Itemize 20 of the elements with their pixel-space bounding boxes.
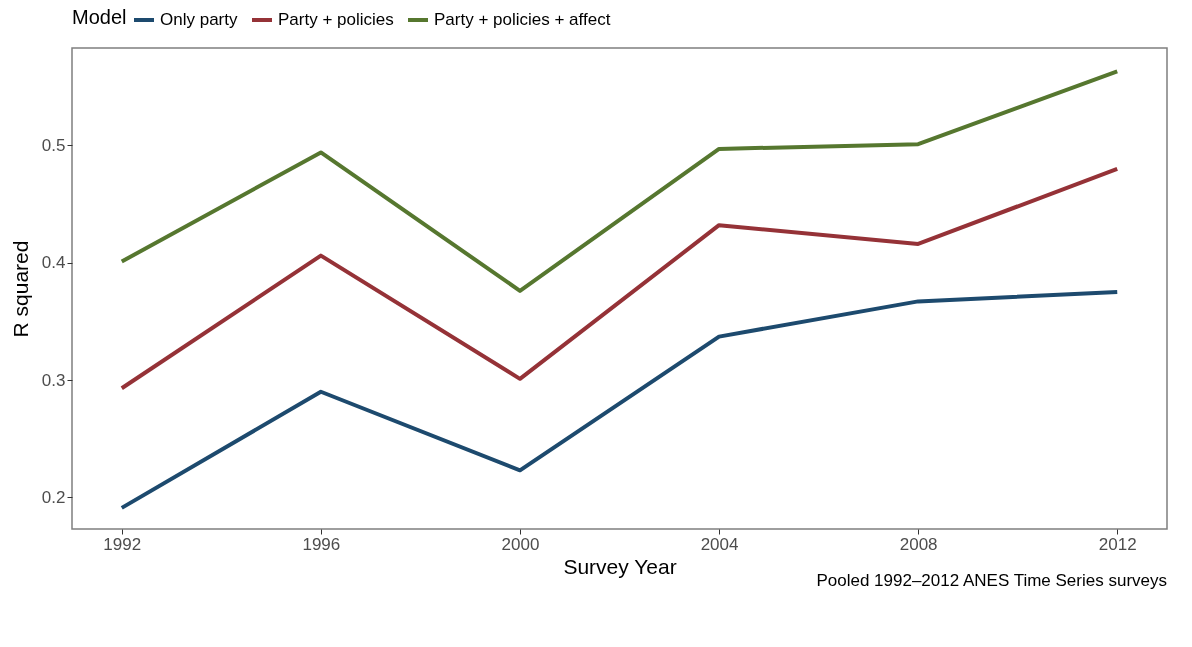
- y-axis-title: R squared: [8, 240, 32, 338]
- x-tick-label: 2012: [1098, 534, 1137, 554]
- y-tick-label: 0.5: [41, 135, 66, 155]
- legend-label: Party + policies: [278, 10, 394, 29]
- text: Pooled 1992–2012 ANES Time Series surveys: [816, 571, 1167, 590]
- x-tick-label: 1992: [103, 534, 142, 554]
- y-tick-label: 0.4: [41, 253, 66, 273]
- x-tick-label: 2000: [501, 534, 540, 554]
- legend-label: Party + policies + affect: [434, 10, 611, 29]
- legend-title: Model: [72, 6, 127, 28]
- x-tick-label: 1996: [302, 534, 341, 554]
- x-tick-label: 2008: [899, 534, 938, 554]
- line-series: [119, 69, 1120, 293]
- y-tick-label: 0.2: [41, 487, 66, 507]
- x-tick-label: 2004: [700, 534, 739, 554]
- x-axis-title: Survey Year: [563, 554, 677, 578]
- legend-label: Only party: [160, 10, 238, 29]
- line-series: [119, 166, 1120, 391]
- y-tick-label: 0.3: [41, 370, 66, 390]
- line-series: [119, 290, 1120, 510]
